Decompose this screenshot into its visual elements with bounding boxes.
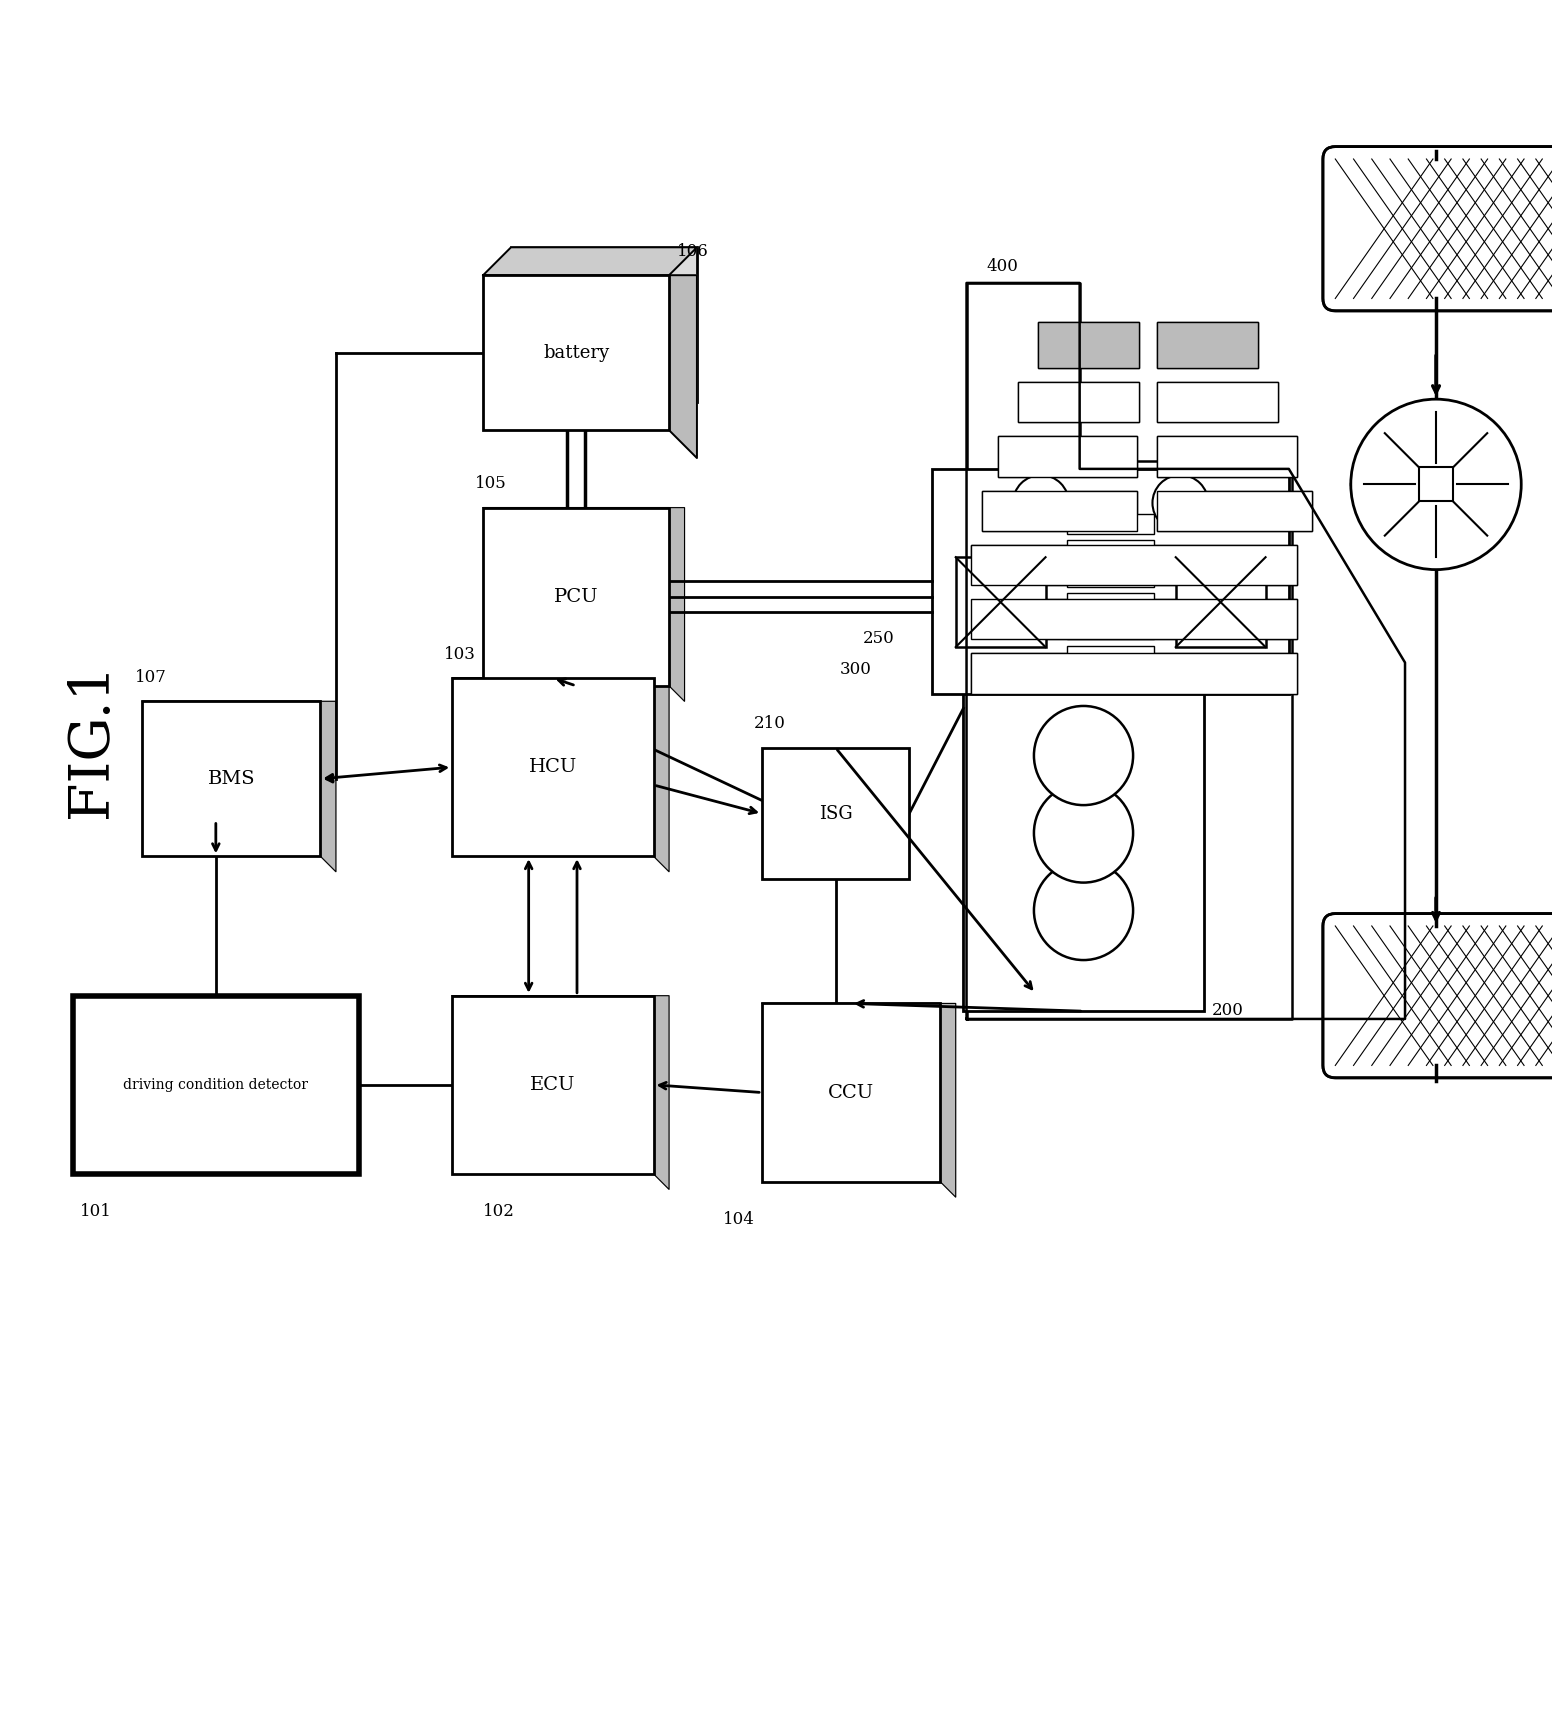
Text: 106: 106 (676, 242, 709, 259)
Bar (972, 544, 1297, 586)
Text: 103: 103 (445, 646, 476, 662)
Bar (484, 275, 669, 430)
Polygon shape (453, 995, 669, 1189)
Text: PCU: PCU (554, 588, 599, 607)
Bar (1157, 382, 1278, 422)
Bar (1017, 382, 1138, 422)
Polygon shape (453, 677, 669, 871)
Bar (142, 702, 320, 857)
Polygon shape (762, 1004, 956, 1198)
Polygon shape (484, 247, 697, 275)
Bar (1067, 567, 1154, 586)
Bar (997, 437, 1137, 477)
Bar (73, 995, 359, 1173)
Bar (1067, 646, 1154, 665)
Text: FIG.1: FIG.1 (65, 662, 120, 817)
Polygon shape (484, 508, 684, 702)
Bar (512, 247, 697, 403)
Bar (1176, 556, 1266, 646)
Text: battery: battery (543, 344, 610, 361)
Text: ECU: ECU (530, 1077, 575, 1094)
Bar (1067, 541, 1154, 560)
Bar (1017, 382, 1138, 422)
Bar (1420, 467, 1452, 501)
Text: 200: 200 (1211, 1002, 1242, 1020)
Bar (1157, 321, 1258, 368)
Text: 105: 105 (476, 475, 507, 492)
Bar (1157, 321, 1258, 368)
Bar (484, 508, 669, 686)
Text: 101: 101 (81, 1203, 112, 1220)
Bar (972, 600, 1297, 639)
Polygon shape (669, 275, 697, 458)
Bar (983, 491, 1137, 530)
Bar (964, 655, 1204, 1011)
Polygon shape (967, 283, 1406, 1020)
Bar (972, 544, 1297, 586)
Polygon shape (967, 283, 1292, 1020)
Text: 400: 400 (987, 257, 1019, 275)
Bar (1037, 321, 1138, 368)
Bar (1067, 593, 1154, 613)
Text: ISG: ISG (819, 805, 852, 823)
Bar (1157, 382, 1278, 422)
Bar (762, 748, 910, 880)
Text: BMS: BMS (207, 769, 255, 788)
Circle shape (1351, 399, 1521, 570)
Bar (453, 995, 653, 1173)
Bar (933, 468, 1289, 693)
FancyBboxPatch shape (1323, 914, 1555, 1078)
Circle shape (1034, 707, 1134, 805)
Bar (1157, 437, 1297, 477)
Circle shape (1012, 475, 1068, 530)
Text: CCU: CCU (827, 1083, 874, 1101)
Bar (997, 437, 1137, 477)
Circle shape (1034, 783, 1134, 883)
Text: 107: 107 (134, 669, 166, 686)
Bar (1067, 513, 1154, 534)
Bar (1157, 491, 1312, 530)
Bar (956, 556, 1045, 646)
Text: 300: 300 (840, 662, 871, 677)
Circle shape (1152, 475, 1208, 530)
FancyBboxPatch shape (1323, 147, 1555, 311)
Bar (1157, 491, 1312, 530)
Bar (1067, 619, 1154, 639)
Bar (983, 491, 1137, 530)
Bar (1037, 321, 1138, 368)
Text: HCU: HCU (529, 759, 577, 776)
Text: 104: 104 (723, 1211, 756, 1229)
Bar (972, 600, 1297, 639)
Bar (1157, 437, 1297, 477)
Text: 250: 250 (863, 631, 894, 646)
Bar (762, 1004, 941, 1182)
Bar (453, 677, 653, 857)
Bar (972, 653, 1297, 693)
Text: 210: 210 (754, 715, 787, 733)
Text: 102: 102 (484, 1203, 515, 1220)
Bar (972, 653, 1297, 693)
Text: driving condition detector: driving condition detector (123, 1078, 308, 1092)
Polygon shape (142, 702, 336, 871)
Circle shape (1034, 861, 1134, 961)
